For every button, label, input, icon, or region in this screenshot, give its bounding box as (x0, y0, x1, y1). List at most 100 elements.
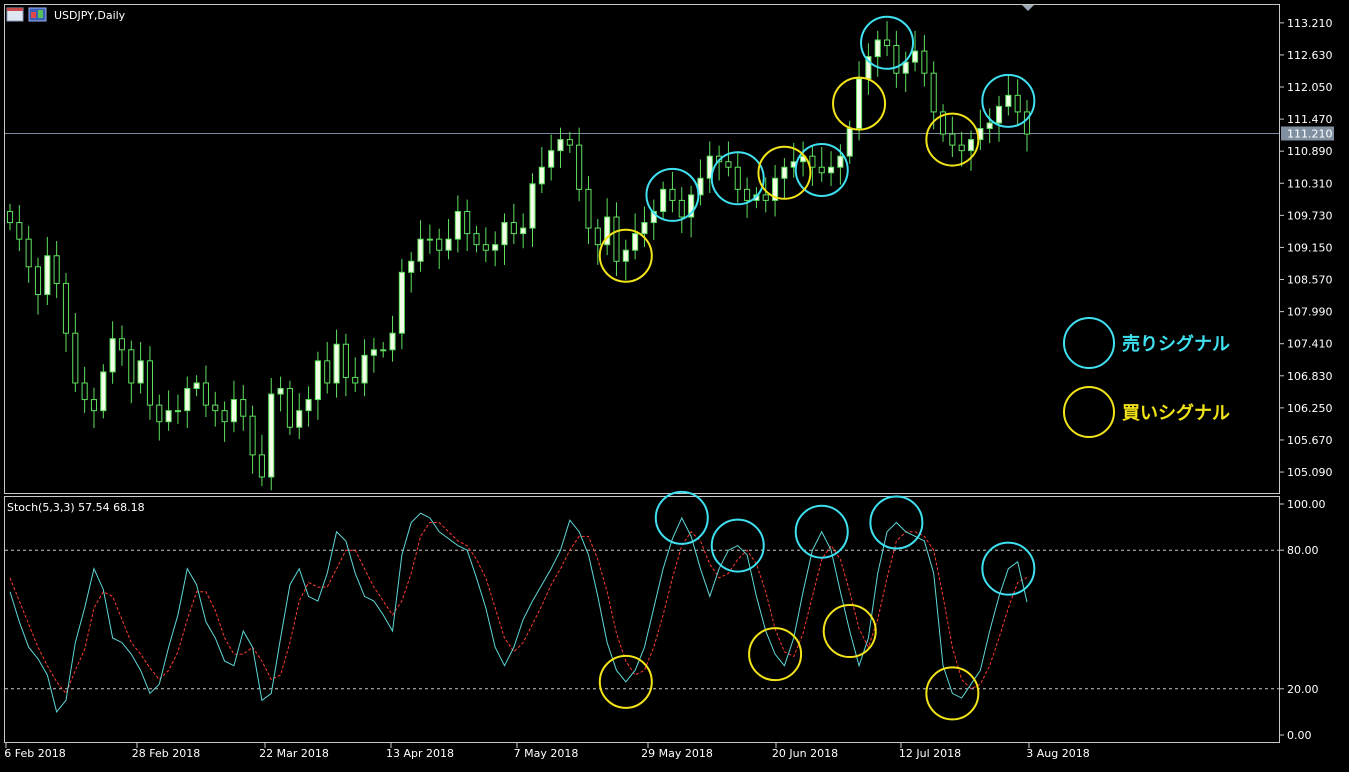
candle (62, 272, 70, 352)
candle (324, 342, 331, 394)
candle (249, 405, 256, 474)
price-panel-frame (4, 4, 1280, 494)
candle-body-bull (100, 371, 107, 412)
chart-shift-marker[interactable] (1022, 5, 1034, 11)
candle (305, 386, 312, 427)
candle (622, 239, 629, 281)
candle (436, 228, 443, 270)
time-tick-label: 7 May 2018 (514, 747, 579, 760)
candle-body-bear (352, 376, 359, 384)
candle-body-bull (604, 216, 611, 246)
candle-body-bull (492, 244, 499, 251)
price-tick-label: 112.630 (1287, 49, 1333, 62)
price-tick-label: 106.830 (1287, 370, 1333, 383)
candle (958, 131, 965, 167)
candle (762, 177, 769, 213)
candle (464, 199, 471, 252)
candle-body-bull (380, 349, 387, 352)
candle (911, 30, 919, 72)
price-buy-signal-circle (925, 112, 980, 167)
time-tick-label: 22 Mar 2018 (259, 747, 329, 760)
price-axis: 113.210 112.630 112.050 111.470 110.890 110.3… (1279, 17, 1333, 479)
candle-body-bull (184, 388, 191, 412)
candle-body-bull (277, 388, 284, 395)
candle (44, 236, 51, 305)
candle (921, 35, 928, 87)
symbol-icons[interactable] (6, 7, 47, 22)
candle-body-bull (398, 271, 405, 334)
candle (221, 401, 228, 442)
candle-body-bear (72, 332, 79, 384)
candle-body-bear (62, 282, 70, 334)
candle-body-bull (520, 227, 527, 235)
candle (230, 380, 237, 433)
price-tick-label: 106.250 (1287, 402, 1333, 415)
candle-body-bull (529, 183, 536, 229)
legend-buy-label: 買いシグナル (1122, 402, 1230, 424)
candle (165, 390, 172, 431)
candle-body-bull (417, 238, 424, 262)
candle (576, 127, 583, 202)
candle (277, 376, 284, 412)
candle-body-bull (855, 78, 863, 130)
candle (809, 145, 816, 187)
stoch-lines (9, 512, 1028, 713)
candle-body-bull (538, 166, 545, 185)
candle (361, 339, 368, 397)
price-sell-signal-circle (860, 15, 915, 70)
candle-body-bull (454, 210, 461, 240)
candle (380, 342, 387, 358)
stoch-sell-signal-circle (869, 495, 924, 550)
candle-body-bear (464, 210, 471, 235)
candle-body-bear (958, 144, 965, 152)
candle-body-bull (1005, 94, 1012, 107)
candle-body-bear (473, 233, 480, 246)
price-tick-label: 105.090 (1287, 466, 1333, 479)
candle-body-bull (632, 233, 639, 251)
time-tick-label: 29 May 2018 (641, 747, 713, 760)
candle-body-bear (594, 227, 601, 246)
candle (548, 134, 555, 181)
stoch-buy-signal-circle (598, 654, 653, 709)
candles-series (6, 21, 1031, 491)
candle (389, 315, 396, 362)
candle (137, 342, 144, 394)
stoch-levels (5, 549, 1279, 690)
price-tick-label: 112.050 (1287, 81, 1333, 94)
candle (202, 365, 210, 417)
candle (930, 61, 937, 130)
candle (408, 252, 415, 293)
candle-body-bear (240, 399, 247, 417)
price-tick-label: 107.410 (1287, 338, 1333, 351)
candle (156, 394, 163, 441)
candle-body-bull (137, 360, 144, 384)
candle-body-bull (333, 343, 340, 384)
candle (370, 337, 377, 373)
time-tick-label: 3 Aug 2018 (1026, 747, 1089, 760)
stoch-signal-line (9, 521, 1028, 695)
candle-body-bull (389, 332, 396, 351)
candle (706, 141, 713, 193)
candle-body-bear (258, 454, 265, 478)
candle (995, 95, 1003, 142)
candle-body-bear (6, 210, 14, 224)
candle-body-bull (772, 177, 779, 201)
candle (240, 384, 247, 431)
candle (781, 158, 788, 199)
candle-body-bull (314, 360, 321, 401)
candle-body-bear (893, 45, 900, 74)
candle (613, 202, 620, 276)
candle-body-bear (734, 166, 741, 190)
price-tick-label: 113.210 (1287, 17, 1333, 30)
stoch-label: Stoch(5,3,3) 57.54 68.18 (7, 501, 145, 514)
price-buy-signal-circle (832, 76, 887, 131)
candle (417, 220, 424, 272)
stoch-buy-signal-circle (748, 627, 803, 682)
price-sell-signal-circle (710, 151, 765, 206)
price-buy-signal-circle (757, 145, 812, 200)
candle (53, 241, 60, 299)
time-tick-label: 6 Feb 2018 (4, 747, 65, 760)
candle (184, 376, 191, 429)
candle-body-bull (305, 399, 312, 412)
candle (725, 141, 732, 177)
